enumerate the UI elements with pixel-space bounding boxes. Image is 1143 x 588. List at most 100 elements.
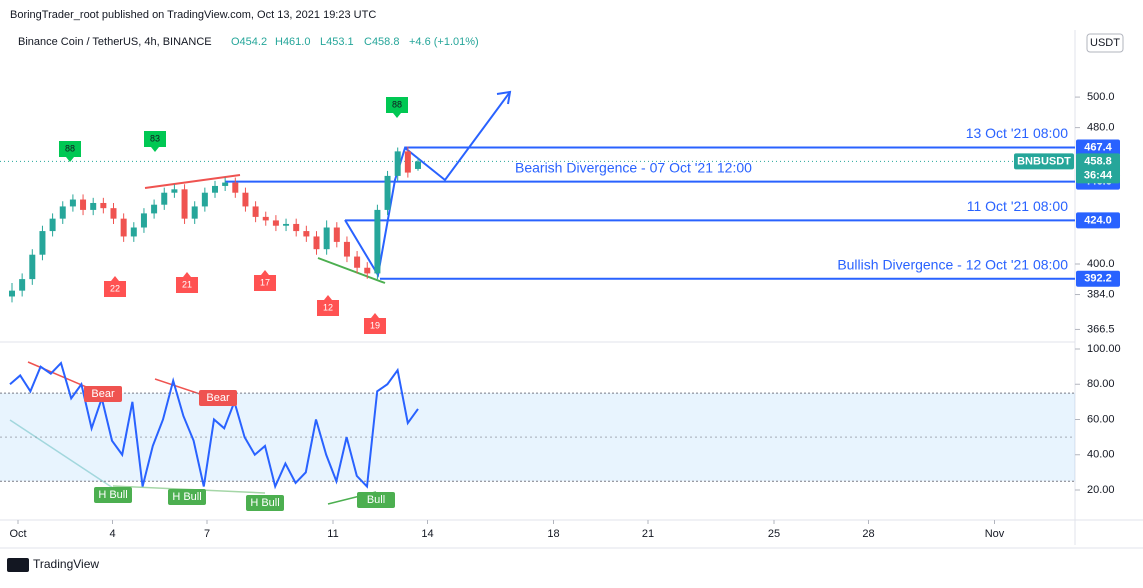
candle-body <box>39 231 46 255</box>
candle-body <box>151 204 158 214</box>
signal-badge <box>59 141 81 162</box>
candle-body <box>242 192 249 207</box>
candle-body <box>49 218 56 232</box>
signal-label: 12 <box>323 302 333 312</box>
y-tick-label: 60.00 <box>1087 413 1115 425</box>
footer: TradingView <box>33 557 99 571</box>
signal-badge <box>364 313 386 334</box>
open: O454.2 <box>231 36 267 48</box>
candle-body <box>29 254 36 280</box>
level-tag <box>1076 139 1120 156</box>
signal-badge <box>317 295 339 316</box>
candle-body <box>232 182 239 193</box>
candle-body <box>333 227 340 242</box>
symbol-tag <box>1014 153 1074 170</box>
candle-body <box>262 216 269 221</box>
rsi-trendline <box>9 419 114 489</box>
trendline <box>144 174 241 189</box>
x-tick-label: 25 <box>768 528 780 540</box>
x-tick-label: 11 <box>327 528 338 540</box>
candle-body <box>394 151 401 176</box>
rsi-line <box>9 361 419 490</box>
y-tick-label: 366.5 <box>1087 323 1115 335</box>
y-tick-label: 100.00 <box>1087 343 1121 355</box>
y-tick-label: 480.0 <box>1087 122 1115 134</box>
candle-body <box>283 223 290 226</box>
candle-body <box>374 209 381 274</box>
candle-body <box>212 185 218 193</box>
low: L453.1 <box>320 36 354 48</box>
x-tick-label: Nov <box>985 528 1005 540</box>
candle-body <box>140 213 147 228</box>
price-tag <box>1076 153 1120 184</box>
rsi-label: Bear <box>206 392 230 404</box>
y-tick-label: 80.00 <box>1087 378 1115 390</box>
candle-body <box>313 236 320 250</box>
candle-body <box>354 256 361 268</box>
candle-body <box>161 192 168 205</box>
candle-body <box>222 182 229 186</box>
signal-label: 83 <box>150 133 160 143</box>
signal-label: 22 <box>110 283 120 293</box>
tv-logo <box>7 558 29 572</box>
y-tick-label: 384.0 <box>1087 288 1115 300</box>
rsi-label: Bear <box>91 388 115 400</box>
signal-label: 88 <box>65 143 75 153</box>
rsi-label: H Bull <box>98 489 127 501</box>
x-tick-label: 28 <box>862 528 874 540</box>
candle-body <box>201 192 208 207</box>
candle-body <box>59 206 66 219</box>
signal-badge <box>104 276 126 297</box>
candle-body <box>181 189 188 219</box>
candle-body <box>110 208 117 219</box>
candle-body <box>69 199 76 207</box>
x-tick-label: 4 <box>109 528 115 540</box>
symbol: Binance Coin / TetherUS, 4h, BINANCE <box>18 36 212 48</box>
x-tick-label: 21 <box>642 528 654 540</box>
candle-body <box>120 218 127 237</box>
x-tick-label: Oct <box>9 528 26 540</box>
candle-body <box>252 206 259 217</box>
candle-body <box>415 161 421 169</box>
x-tick-label: 7 <box>204 528 210 540</box>
level-tag-label: 424.0 <box>1084 214 1112 226</box>
rsi-label: H Bull <box>250 497 279 509</box>
y-tick-label: 500.0 <box>1087 91 1115 103</box>
rsi-label: Bull <box>367 494 385 506</box>
header: BoringTrader_root published on TradingVi… <box>10 9 376 21</box>
close: C458.8 <box>364 36 399 48</box>
candle-body <box>130 227 137 237</box>
candle-body <box>80 199 87 210</box>
rsi-label-box <box>94 487 132 503</box>
symbol-tag-label: BNBUSDT <box>1017 155 1071 167</box>
rsi-label-box <box>84 386 122 402</box>
currency-button[interactable] <box>1086 33 1124 53</box>
countdown: 36:44 <box>1084 169 1113 181</box>
candle-body <box>303 231 310 237</box>
candle-body <box>100 202 107 209</box>
signal-label: 19 <box>370 320 380 330</box>
rsi-label-box <box>199 390 237 406</box>
level-text: 13 Oct '21 08:00 <box>966 125 1069 141</box>
signal-badge <box>144 131 166 152</box>
rsi-label-box <box>357 492 395 508</box>
signal-label: 21 <box>182 279 192 289</box>
y-tick-label: 20.00 <box>1087 484 1115 496</box>
candle-body <box>384 175 391 210</box>
candle-body <box>404 151 411 173</box>
rsi-label-box <box>168 489 206 505</box>
trendline <box>317 257 386 284</box>
candle-body <box>9 290 15 297</box>
candle-body <box>343 241 350 257</box>
candle-body <box>293 223 300 232</box>
currency[interactable]: USDT <box>1090 37 1120 49</box>
candle-body <box>364 267 371 274</box>
candle-body <box>191 206 198 219</box>
candle-body <box>171 189 178 193</box>
level-text: Bullish Divergence - 12 Oct '21 08:00 <box>837 256 1068 272</box>
level-text: Bearish Divergence - 07 Oct '21 12:00 <box>515 159 752 175</box>
price-tag-label: 458.8 <box>1084 155 1112 167</box>
level-tag-label: 392.2 <box>1084 273 1112 285</box>
signal-label: 17 <box>260 277 270 287</box>
